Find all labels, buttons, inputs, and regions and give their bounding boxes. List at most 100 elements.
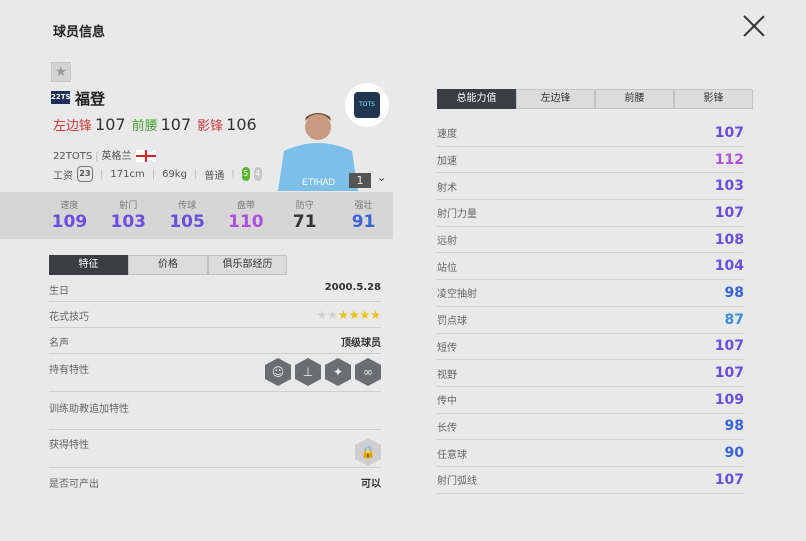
- position-value: 107: [160, 115, 192, 134]
- attribute-label: 任意球: [437, 449, 467, 461]
- lock-icon: 🔒: [355, 438, 381, 466]
- attribute-row: 视野 107: [437, 360, 744, 387]
- summary-stats: 速度 109 射门 103 传球 105 盘带 110 防守 71 强壮 91: [0, 192, 393, 239]
- skill-moves-row: 花式技巧 ★★★★★★: [49, 302, 381, 328]
- star-icon[interactable]: ★: [51, 62, 71, 82]
- producible-value: 可以: [361, 479, 381, 490]
- attribute-row: 射术 103: [437, 173, 744, 201]
- row-label: 训练助教追加特性: [49, 404, 129, 415]
- left-foot-icon: 4: [253, 167, 262, 181]
- attribute-label: 传中: [437, 396, 457, 408]
- reputation-value: 顶级球员: [341, 338, 381, 349]
- attribute-row: 远射 108: [437, 227, 744, 254]
- height: 171cm: [110, 168, 145, 180]
- tab-2[interactable]: 俱乐部经历: [208, 255, 287, 275]
- traits-row: 持有特性 ☺ ⊥ ✦ ∞: [49, 354, 381, 392]
- stat-label: 射门: [119, 201, 138, 211]
- row-label: 是否可产出: [49, 479, 99, 490]
- attribute-label: 凌空抽射: [437, 289, 477, 301]
- position-rating: 前腰 107: [131, 115, 192, 134]
- stat-label: 盘带: [236, 201, 255, 211]
- row-label: 花式技巧: [49, 312, 89, 323]
- acquired-traits-row: 获得特性 🔒: [49, 430, 381, 468]
- attribute-value: 98: [724, 418, 744, 435]
- tab-1[interactable]: 左边锋: [516, 89, 595, 109]
- body-type: 普通: [204, 170, 225, 182]
- stat-value: 71: [292, 212, 317, 232]
- attribute-row: 射门力量 107: [437, 200, 744, 227]
- row-label: 获得特性: [49, 440, 89, 451]
- season-badge: 22TS: [51, 91, 71, 104]
- stat-value: 105: [169, 212, 205, 232]
- page-title: 球员信息: [53, 25, 106, 40]
- attribute-label: 射门弧线: [437, 476, 477, 488]
- attribute-label: 罚点球: [437, 316, 467, 328]
- chevron-down-icon[interactable]: ⌄: [377, 171, 387, 184]
- weight: 69kg: [162, 168, 187, 180]
- stat-value: 103: [110, 212, 146, 232]
- attribute-value: 107: [714, 124, 744, 141]
- position-rating: 左边锋 107: [53, 115, 126, 134]
- tab-0[interactable]: 总能力值: [437, 89, 516, 109]
- dribbler-icon: ∞: [355, 358, 381, 386]
- star-empty-icon: ★: [327, 308, 338, 322]
- attribute-value: 107: [714, 365, 744, 382]
- attribute-row: 射门弧线 107: [437, 467, 744, 494]
- attribute-value: 109: [714, 391, 744, 408]
- salary-label: 工资: [53, 170, 73, 182]
- attribute-value: 112: [714, 151, 744, 168]
- star-filled-icon: ★: [370, 308, 381, 322]
- position-name: 左边锋: [53, 119, 93, 134]
- position-name: 前腰: [131, 119, 158, 134]
- attribute-label: 加速: [437, 156, 457, 168]
- tab-1[interactable]: 价格: [128, 255, 208, 275]
- attribute-label: 视野: [437, 369, 457, 381]
- attribute-label: 射术: [437, 182, 457, 194]
- svg-text:ETIHAD: ETIHAD: [302, 177, 336, 187]
- row-label: 名声: [49, 338, 69, 349]
- attribute-label: 速度: [437, 129, 457, 141]
- attribute-label: 长传: [437, 422, 457, 434]
- tab-3[interactable]: 影锋: [674, 89, 753, 109]
- summary-stat: 强壮 91: [334, 192, 393, 239]
- star-filled-icon: ★: [348, 308, 360, 322]
- stat-value: 91: [351, 212, 376, 232]
- attribute-value: 90: [724, 445, 744, 462]
- power-header-icon: ✦: [325, 358, 351, 386]
- position-rating: 影锋 106: [197, 115, 257, 134]
- attribute-value: 87: [724, 311, 744, 328]
- attribute-value: 98: [724, 284, 744, 301]
- stat-label: 防守: [295, 201, 314, 211]
- player-physical: 工资 23 | 171cm | 69kg | 普通 | 5 4: [53, 166, 262, 182]
- position-value: 107: [95, 115, 126, 134]
- attribute-row: 罚点球 87: [437, 307, 744, 334]
- attribute-label: 远射: [437, 236, 457, 248]
- player-origin: 22TOTS | 英格兰: [53, 147, 156, 162]
- tab-0[interactable]: 特征: [49, 255, 128, 275]
- reputation-row: 名声 顶级球员: [49, 328, 381, 354]
- tab-2[interactable]: 前腰: [595, 89, 674, 109]
- birthday-row: 生日 2000.5.28: [49, 276, 381, 302]
- player-photo: ETIHAD: [272, 105, 358, 191]
- star-empty-icon: ★: [316, 308, 328, 322]
- summary-stat: 盘带 110: [216, 192, 275, 239]
- row-label: 持有特性: [49, 365, 89, 376]
- player-name: 福登: [75, 90, 106, 108]
- england-flag-icon: [135, 150, 156, 162]
- position-ratings: 左边锋 107 前腰 107 影锋 106: [53, 115, 263, 134]
- attribute-row: 凌空抽射 98: [437, 280, 744, 307]
- feature-list: 生日 2000.5.28 花式技巧 ★★★★★★ 名声 顶级球员 持有特性 ☺ ⊥ ✦ ∞ 训…: [49, 276, 381, 494]
- close-icon[interactable]: [742, 14, 766, 38]
- salary-badge: 23: [77, 166, 93, 182]
- finesse-shot-icon: ⊥: [295, 358, 321, 386]
- playmaker-head-icon: ☺: [265, 358, 291, 386]
- attribute-row: 任意球 90: [437, 440, 744, 467]
- stat-label: 传球: [178, 201, 197, 211]
- stat-label: 速度: [60, 201, 79, 211]
- level-select[interactable]: 1: [349, 173, 371, 188]
- stat-value: 109: [51, 212, 88, 232]
- stat-value: 110: [228, 212, 264, 232]
- attribute-value: 107: [714, 338, 744, 355]
- attribute-row: 短传 107: [437, 334, 744, 361]
- position-value: 106: [226, 115, 257, 134]
